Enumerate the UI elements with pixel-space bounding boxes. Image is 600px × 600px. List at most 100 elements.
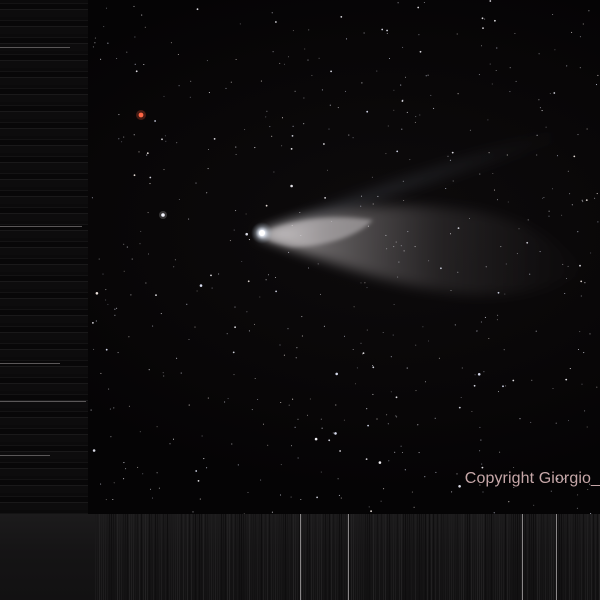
scan-column — [411, 514, 412, 600]
star — [339, 450, 341, 452]
night-sky — [88, 0, 600, 514]
scan-column — [451, 514, 452, 600]
scan-column — [293, 514, 294, 600]
star — [279, 62, 281, 64]
star — [95, 320, 97, 322]
scan-column — [283, 514, 284, 600]
star — [165, 140, 167, 142]
star — [118, 138, 120, 140]
scan-column — [453, 514, 454, 600]
scan-column — [355, 514, 356, 600]
star — [291, 135, 294, 137]
star — [300, 498, 302, 501]
star — [138, 151, 140, 153]
scan-column — [217, 514, 218, 600]
star — [438, 357, 440, 359]
scan-column — [201, 514, 202, 600]
scan-column — [401, 514, 402, 600]
scan-column — [225, 514, 226, 600]
star — [163, 375, 165, 377]
star — [174, 259, 176, 261]
star — [581, 383, 583, 385]
star — [105, 289, 107, 291]
star — [361, 82, 363, 84]
star — [496, 319, 498, 321]
scan-column — [273, 514, 274, 600]
star — [344, 90, 347, 92]
star — [283, 63, 286, 65]
star — [337, 107, 339, 109]
scan-column — [247, 514, 248, 600]
star — [100, 483, 102, 485]
star — [396, 150, 399, 153]
star — [507, 201, 509, 203]
star — [123, 243, 125, 245]
star — [497, 391, 500, 393]
scan-column — [317, 514, 318, 600]
star — [123, 462, 125, 464]
star — [126, 51, 128, 53]
star — [251, 409, 253, 411]
scan-column — [193, 514, 194, 600]
star — [488, 337, 490, 340]
star — [366, 287, 368, 289]
star — [353, 306, 355, 308]
star — [190, 80, 192, 82]
star — [376, 70, 378, 72]
star — [280, 464, 282, 466]
star — [211, 287, 213, 289]
star — [415, 116, 417, 118]
star — [318, 57, 320, 59]
star — [393, 109, 395, 111]
scan-column — [565, 514, 566, 600]
star — [586, 128, 588, 130]
scan-column — [289, 514, 290, 600]
scan-column — [315, 514, 316, 600]
star — [340, 497, 342, 499]
scan-column — [547, 514, 548, 600]
scan-column — [351, 514, 352, 600]
star — [419, 114, 421, 116]
star — [461, 367, 463, 369]
scan-column — [477, 514, 478, 600]
scan-column — [141, 514, 142, 600]
star — [536, 154, 538, 156]
star — [148, 369, 150, 371]
star — [245, 232, 248, 236]
scan-column — [501, 514, 502, 600]
star — [366, 408, 368, 410]
scan-column — [205, 514, 206, 600]
star — [487, 119, 489, 121]
scan-column — [569, 514, 570, 600]
star — [449, 159, 451, 161]
star — [196, 8, 199, 11]
star — [271, 511, 273, 513]
star — [309, 398, 311, 400]
star — [281, 145, 283, 147]
scan-column — [301, 514, 302, 600]
scan-column — [515, 514, 516, 600]
star — [538, 53, 540, 55]
star — [545, 126, 547, 128]
star — [492, 172, 494, 175]
bright-scan-column — [522, 514, 523, 600]
scan-column — [385, 514, 386, 600]
star — [579, 36, 581, 38]
star — [586, 426, 588, 428]
star — [480, 321, 482, 323]
star — [102, 273, 104, 275]
scan-column — [579, 514, 580, 600]
scan-column — [115, 514, 116, 600]
scan-column — [237, 514, 238, 600]
star — [245, 213, 247, 215]
scan-column — [403, 514, 404, 600]
star — [287, 56, 290, 58]
scan-column — [529, 514, 530, 600]
star — [533, 504, 535, 506]
star — [563, 477, 565, 479]
star — [178, 198, 180, 201]
star — [539, 107, 541, 109]
scan-column — [183, 514, 184, 600]
star — [477, 373, 481, 376]
star — [254, 147, 256, 149]
